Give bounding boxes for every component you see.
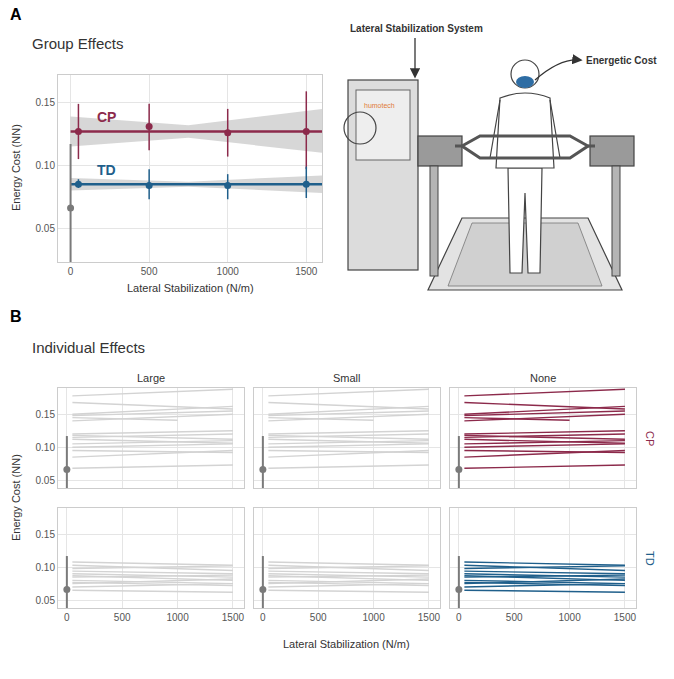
svg-text:B: B — [10, 308, 22, 325]
svg-text:0.10: 0.10 — [36, 562, 56, 573]
svg-text:Group Effects: Group Effects — [32, 35, 123, 52]
svg-text:500: 500 — [506, 612, 523, 623]
svg-text:500: 500 — [310, 612, 327, 623]
svg-text:0.15: 0.15 — [36, 409, 56, 420]
svg-text:0.10: 0.10 — [36, 442, 56, 453]
svg-text:None: None — [530, 372, 556, 384]
svg-text:1000: 1000 — [166, 612, 189, 623]
svg-text:Large: Large — [137, 372, 165, 384]
svg-text:0: 0 — [260, 612, 266, 623]
svg-text:0.05: 0.05 — [36, 475, 56, 486]
svg-text:A: A — [10, 6, 22, 23]
svg-text:0.15: 0.15 — [36, 529, 56, 540]
svg-text:Lateral Stabilization System: Lateral Stabilization System — [350, 23, 483, 34]
svg-text:500: 500 — [141, 266, 158, 277]
svg-text:Energy Cost (NN): Energy Cost (NN) — [10, 454, 22, 541]
svg-text:Lateral Stabilization (N/m): Lateral Stabilization (N/m) — [283, 638, 410, 650]
svg-text:1500: 1500 — [418, 612, 441, 623]
svg-text:0.05: 0.05 — [36, 223, 56, 234]
svg-text:1000: 1000 — [558, 612, 581, 623]
svg-text:humotech: humotech — [364, 102, 395, 109]
svg-text:0: 0 — [64, 612, 70, 623]
svg-text:0.10: 0.10 — [36, 160, 56, 171]
svg-text:TD: TD — [644, 551, 656, 566]
svg-text:1500: 1500 — [614, 612, 637, 623]
svg-text:1500: 1500 — [295, 266, 318, 277]
svg-text:0.05: 0.05 — [36, 595, 56, 606]
svg-text:1500: 1500 — [222, 612, 245, 623]
svg-text:CP: CP — [97, 109, 116, 125]
svg-text:Energetic Cost: Energetic Cost — [586, 55, 657, 66]
svg-text:Lateral Stabilization (N/m): Lateral Stabilization (N/m) — [127, 282, 254, 294]
svg-text:0: 0 — [68, 266, 74, 277]
svg-text:TD: TD — [97, 162, 116, 178]
svg-text:Energy Cost (NN): Energy Cost (NN) — [10, 124, 22, 211]
svg-text:0.15: 0.15 — [36, 97, 56, 108]
svg-text:1000: 1000 — [217, 266, 240, 277]
svg-text:0: 0 — [456, 612, 462, 623]
svg-text:1000: 1000 — [362, 612, 385, 623]
svg-text:500: 500 — [114, 612, 131, 623]
svg-text:Small: Small — [333, 372, 361, 384]
svg-text:CP: CP — [644, 431, 656, 446]
svg-text:Individual Effects: Individual Effects — [32, 339, 145, 356]
